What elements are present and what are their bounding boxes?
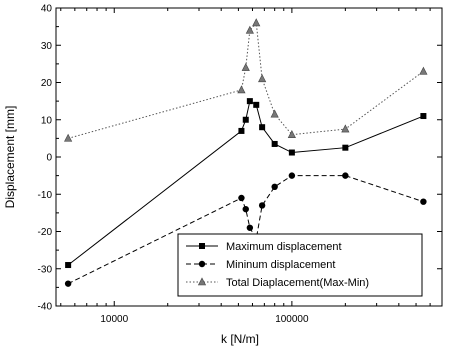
series-layer	[64, 18, 428, 287]
y-tick-label: 40	[41, 4, 53, 15]
x-tick-label: 10000	[100, 314, 128, 325]
data-point	[238, 127, 245, 134]
series-line	[67, 100, 424, 266]
data-point	[65, 262, 72, 269]
legend-marker	[199, 243, 205, 249]
legend-entries: Maximum displacement Mininum displacement…	[186, 241, 369, 289]
data-point	[341, 124, 350, 133]
legend-label: Total Diaplacement(Max-Min)	[226, 277, 369, 289]
y-tick-label: 20	[41, 78, 53, 89]
data-point	[246, 98, 253, 105]
data-point	[271, 183, 278, 190]
series-triangle	[64, 18, 428, 142]
y-axis-title: Displacement [mm]	[3, 106, 17, 209]
data-point	[258, 74, 267, 83]
data-point	[237, 85, 246, 94]
data-point	[252, 18, 261, 27]
data-point	[259, 124, 266, 131]
legend-marker	[197, 277, 207, 286]
y-axis: -40 -30 -20 -10 0 10 20 30 40	[38, 4, 442, 313]
series-square	[65, 98, 427, 269]
y-tick-label: 10	[41, 115, 53, 126]
data-point	[420, 198, 427, 205]
data-point	[270, 109, 279, 118]
series-circle	[64, 172, 427, 287]
data-point	[238, 194, 245, 202]
data-point	[242, 205, 249, 213]
y-tick-label: -30	[38, 264, 53, 275]
data-point	[258, 202, 266, 209]
y-tick-label: 0	[46, 153, 52, 164]
data-point	[241, 62, 250, 71]
y-tick-label: 30	[41, 41, 53, 52]
legend-marker	[198, 260, 206, 268]
data-point	[253, 101, 260, 108]
data-point	[64, 133, 73, 142]
data-point	[288, 149, 295, 156]
legend-label: Maximum displacement	[226, 241, 342, 253]
data-point	[342, 172, 349, 179]
y-tick-label: -40	[38, 302, 53, 313]
legend-box	[177, 233, 423, 297]
data-point	[245, 25, 254, 34]
x-axis-title: k [N/m]	[221, 332, 259, 346]
y-tick-label: -20	[38, 227, 53, 238]
data-point	[271, 140, 278, 147]
data-point	[287, 129, 296, 138]
x-tick-label: 100000	[275, 314, 309, 325]
data-point	[246, 224, 254, 231]
legend-label: Mininum displacement	[226, 259, 335, 271]
legend: Maximum displacement Mininum displacement…	[177, 233, 423, 297]
data-point	[242, 116, 249, 123]
y-tick-label: -10	[38, 190, 53, 201]
data-point	[419, 66, 428, 75]
x-axis: 10000 100000	[60, 8, 443, 325]
data-point	[64, 280, 72, 287]
data-point	[342, 144, 349, 151]
data-point	[288, 172, 296, 179]
data-point	[420, 113, 427, 120]
series-line	[67, 175, 424, 285]
